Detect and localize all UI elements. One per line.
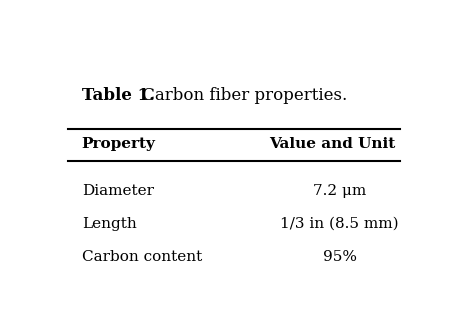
Text: 95%: 95% (322, 250, 356, 264)
Text: Carbon content: Carbon content (81, 250, 202, 264)
Text: Carbon fiber properties.: Carbon fiber properties. (136, 87, 346, 104)
Text: 7.2 μm: 7.2 μm (313, 184, 365, 198)
Text: 1/3 in (8.5 mm): 1/3 in (8.5 mm) (280, 217, 398, 231)
Text: Table 1.: Table 1. (81, 87, 154, 104)
Text: Property: Property (81, 137, 155, 151)
Text: Length: Length (81, 217, 136, 231)
Text: Value and Unit: Value and Unit (268, 137, 394, 151)
Text: Diameter: Diameter (81, 184, 153, 198)
